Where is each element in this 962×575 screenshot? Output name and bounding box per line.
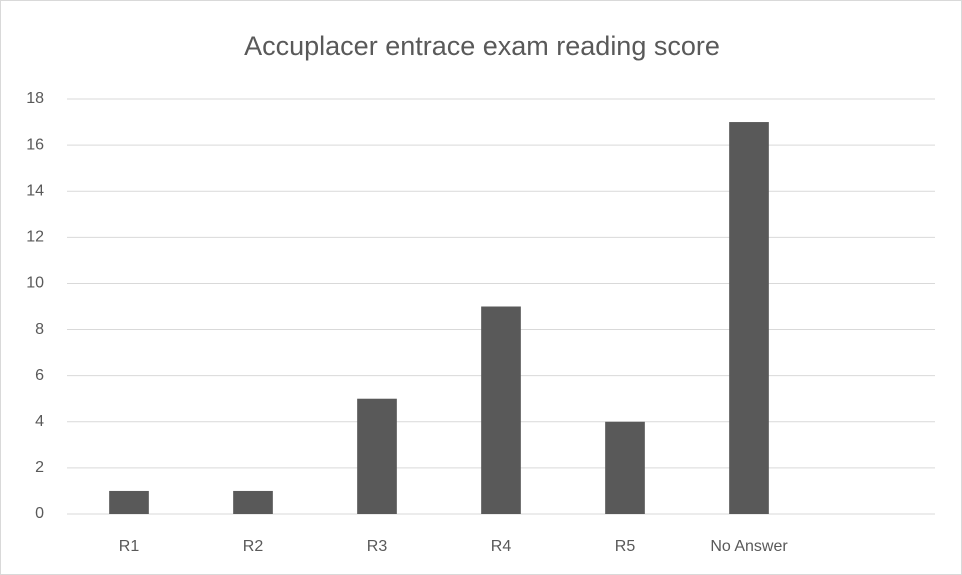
y-tick-label: 14 (26, 182, 44, 199)
bar (605, 421, 645, 514)
y-tick-label: 4 (35, 413, 44, 430)
y-tick-label: 16 (26, 136, 44, 153)
x-tick-label: R2 (243, 538, 264, 555)
y-tick-label: 12 (26, 229, 44, 246)
y-tick-label: 2 (35, 459, 44, 476)
y-tick-label: 18 (26, 90, 44, 107)
bar (481, 306, 521, 514)
y-tick-label: 6 (35, 367, 44, 384)
chart-title: Accuplacer entrace exam reading score (244, 31, 720, 61)
y-tick-label: 0 (35, 505, 44, 522)
x-tick-label: No Answer (710, 538, 788, 555)
bar (357, 398, 397, 514)
bar (233, 490, 273, 514)
x-tick-label: R1 (119, 538, 140, 555)
x-tick-label: R5 (615, 538, 636, 555)
y-tick-label: 8 (35, 321, 44, 338)
x-tick-label: R4 (491, 538, 512, 555)
y-tick-label: 10 (26, 275, 44, 292)
bar (109, 490, 149, 514)
bar (729, 122, 769, 515)
x-tick-label: R3 (367, 538, 388, 555)
